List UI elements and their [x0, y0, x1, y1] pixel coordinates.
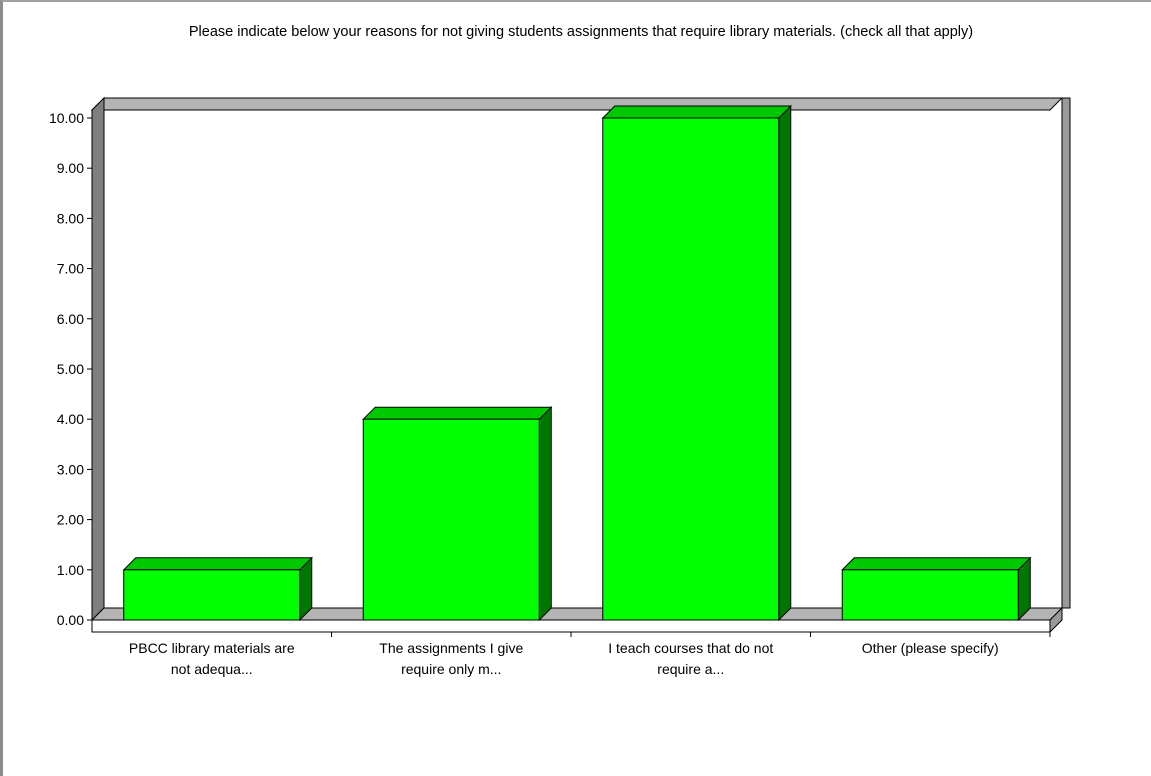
y-tick-label: 4.00: [57, 411, 84, 427]
y-tick-label: 7.00: [57, 261, 84, 277]
chart-base-bevel: [1049, 606, 1063, 634]
x-category-label: require a...: [657, 661, 724, 677]
y-tick-label: 5.00: [57, 361, 84, 377]
y-tick-label: 9.00: [57, 160, 84, 176]
y-tick-label: 8.00: [57, 210, 84, 226]
y-tick-label: 3.00: [57, 461, 84, 477]
chart-right-edge: [1061, 97, 1071, 609]
x-category-label: Other (please specify): [862, 640, 999, 656]
x-category-label: PBCC library materials are: [129, 640, 295, 656]
bar: [602, 117, 780, 621]
chart-title: Please indicate below your reasons for n…: [189, 24, 973, 40]
bar: [362, 418, 540, 621]
x-category-label: I teach courses that do not: [608, 640, 773, 656]
bar-top: [362, 406, 553, 420]
y-tick-label: 1.00: [57, 562, 84, 578]
x-category-label: require only m...: [401, 661, 501, 677]
chart-left-wall: [91, 96, 105, 622]
chart-base: [91, 619, 1051, 633]
bar: [841, 569, 1019, 621]
y-tick-label: 0.00: [57, 612, 84, 628]
bar-top: [841, 557, 1032, 571]
x-category-label: The assignments I give: [379, 640, 523, 656]
y-tick-label: 2.00: [57, 512, 84, 528]
bar-top: [601, 105, 792, 119]
bar-side: [538, 405, 552, 622]
bar-top: [122, 557, 313, 571]
bar-side: [778, 104, 792, 622]
chart-back-wall: [103, 97, 1063, 609]
bar: [123, 569, 301, 621]
y-tick-label: 6.00: [57, 311, 84, 327]
y-tick-label: 10.00: [49, 110, 84, 126]
x-category-label: not adequa...: [171, 661, 253, 677]
chart-top-rim: [90, 97, 1064, 111]
